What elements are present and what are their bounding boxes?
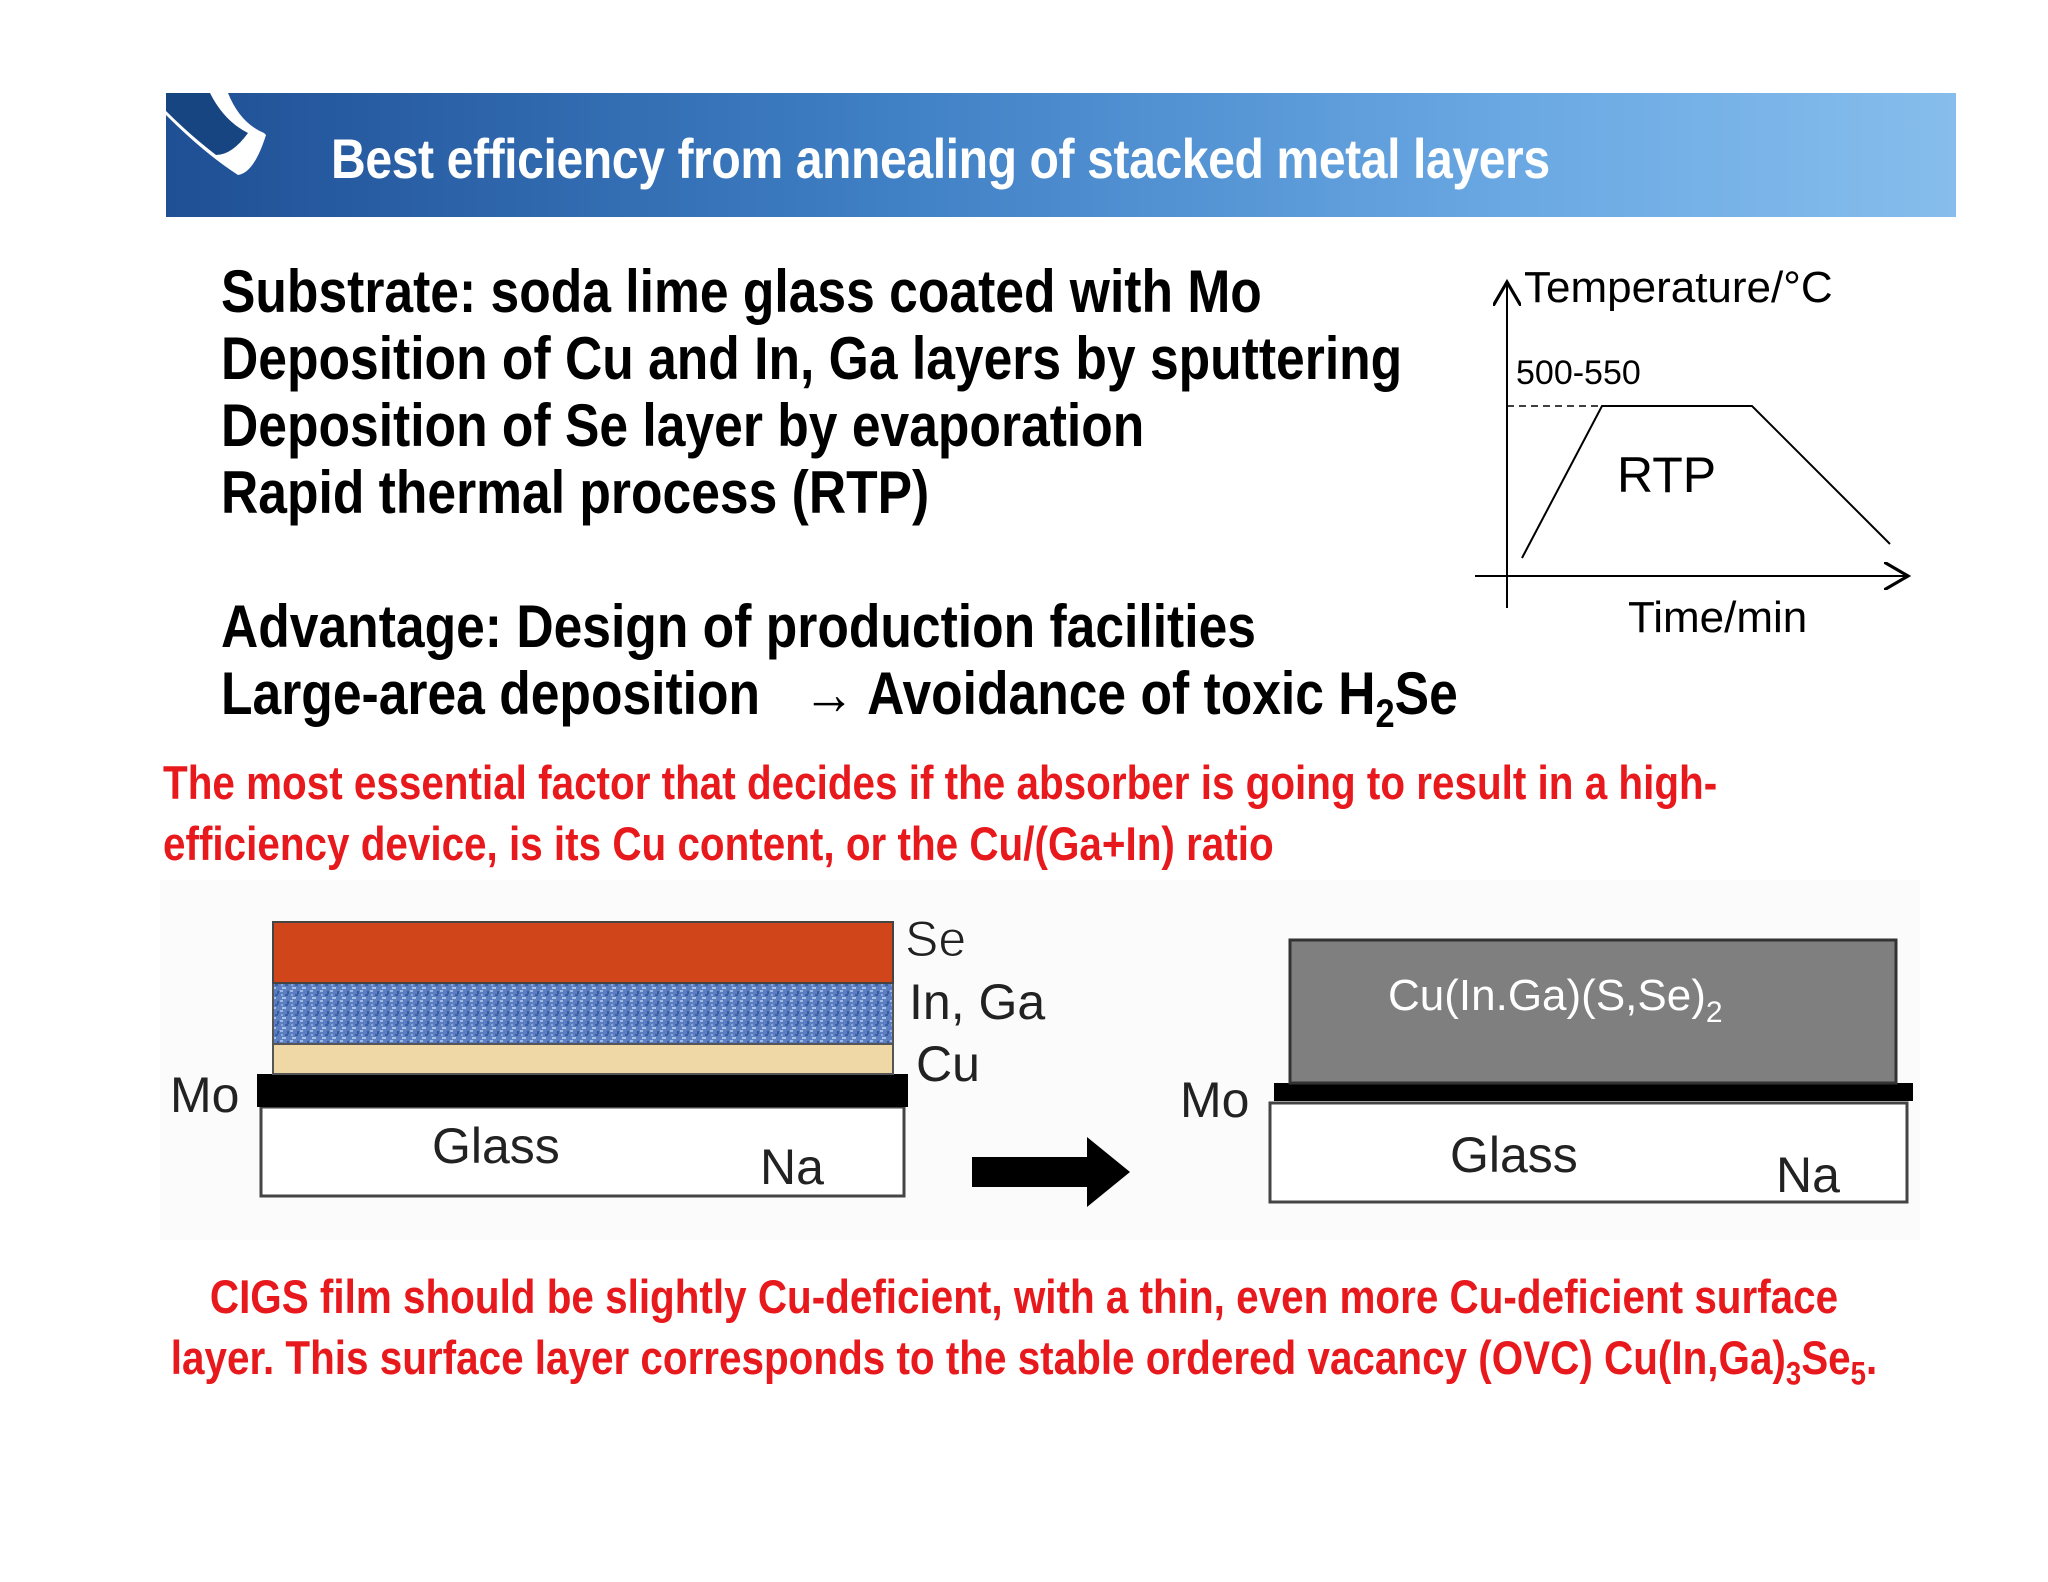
cigs-composition-note: CIGS film should be slightly Cu-deficien… bbox=[170, 1270, 1878, 1392]
se-layer bbox=[272, 921, 894, 984]
na-label-before: Na bbox=[760, 1139, 824, 1195]
title-logo-notch bbox=[166, 93, 266, 175]
absorber-label: Cu(In.Ga)(S,Se)2 bbox=[1388, 971, 1723, 1029]
mo-label-before: Mo bbox=[170, 1067, 239, 1123]
stack-after: Cu(In.Ga)(S,Se)2 Mo Glass Na bbox=[1180, 938, 1913, 1204]
na-label-after: Na bbox=[1776, 1147, 1840, 1203]
rtp-y-label: Temperature/°C bbox=[1524, 263, 1833, 312]
mo-label-after: Mo bbox=[1180, 1072, 1249, 1128]
cigs-absorber-layer bbox=[1288, 938, 1898, 1085]
cu-layer bbox=[272, 1043, 894, 1075]
process-arrow-icon bbox=[972, 1137, 1130, 1207]
rtp-x-label: Time/min bbox=[1628, 593, 1807, 642]
mo-layer-after bbox=[1274, 1083, 1913, 1101]
in-ga-layer bbox=[272, 982, 894, 1045]
stack-before: Se In, Ga Cu Mo Glass Na bbox=[170, 911, 1045, 1198]
se-label: Se bbox=[905, 911, 966, 967]
cu-content-note: The most essential factor that decides i… bbox=[163, 756, 1718, 870]
rtp-temperature-curve bbox=[1521, 405, 1891, 559]
title-banner bbox=[166, 93, 1956, 217]
right-arrow-icon: → bbox=[803, 660, 855, 727]
glass-substrate bbox=[259, 1105, 906, 1198]
advantage-line-2: Large-area deposition → Avoidance of tox… bbox=[221, 660, 1458, 736]
cu-label: Cu bbox=[916, 1036, 980, 1092]
glass-substrate-after bbox=[1268, 1101, 1909, 1204]
glass-label-before: Glass bbox=[432, 1118, 560, 1174]
rtp-plateau-label: 500-550 bbox=[1516, 354, 1641, 392]
rtp-process-label: RTP bbox=[1617, 447, 1716, 503]
process-steps: Substrate: soda lime glass coated with M… bbox=[221, 258, 1458, 748]
advantage-line: Advantage: Design of production faciliti… bbox=[221, 593, 1256, 660]
step-substrate: Substrate: soda lime glass coated with M… bbox=[221, 258, 1262, 325]
slide-title: Best efficiency from annealing of stacke… bbox=[331, 127, 1550, 190]
glass-label-after: Glass bbox=[1450, 1127, 1578, 1183]
step-cu-in-ga: Deposition of Cu and In, Ga layers by sp… bbox=[221, 325, 1403, 392]
mo-layer bbox=[257, 1074, 908, 1107]
step-se: Deposition of Se layer by evaporation bbox=[221, 392, 1145, 459]
step-rtp: Rapid thermal process (RTP) bbox=[221, 459, 930, 526]
in-ga-label: In, Ga bbox=[909, 974, 1045, 1030]
